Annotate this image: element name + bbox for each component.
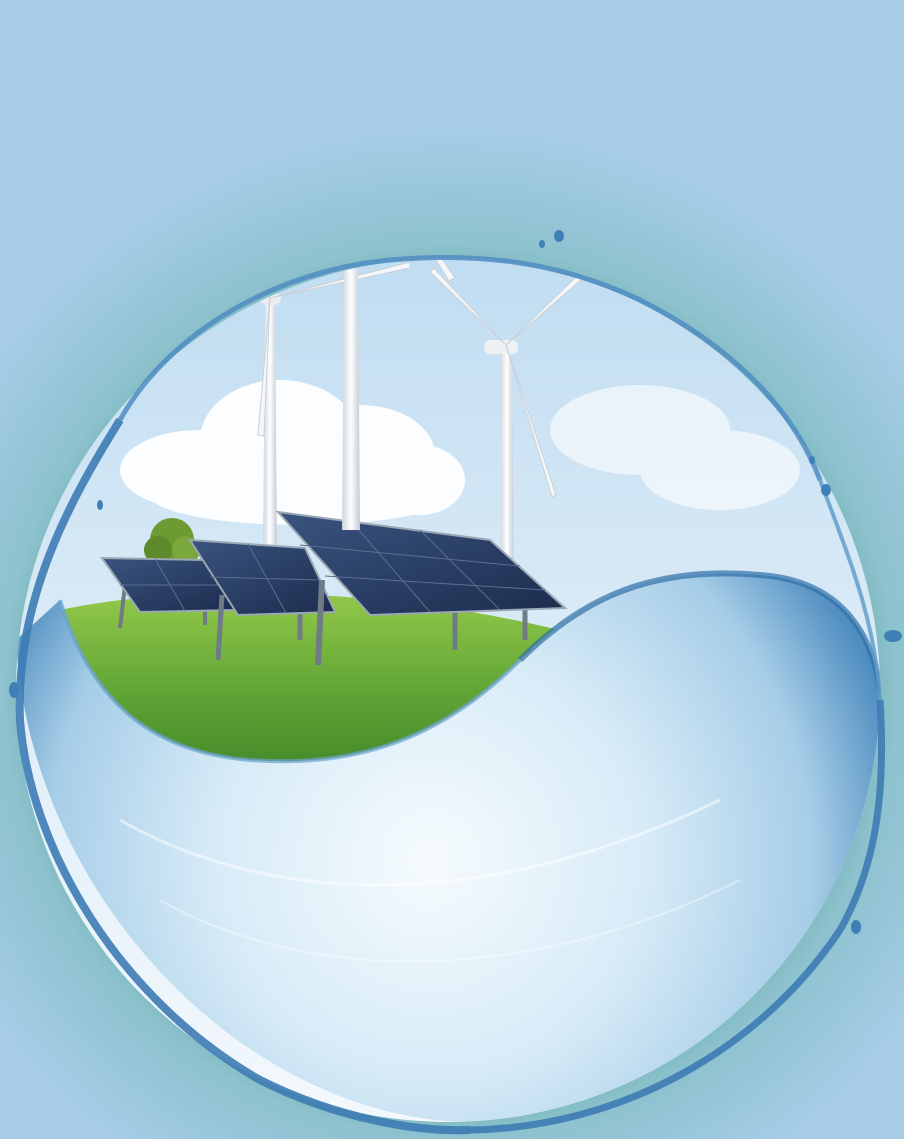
water-wave-inner-edge bbox=[58, 599, 522, 764]
water-wave bbox=[16, 573, 880, 1122]
water-drops bbox=[9, 230, 902, 934]
cloud-icon bbox=[550, 385, 800, 510]
water-drop-icon bbox=[809, 456, 815, 464]
water-splash-rim bbox=[15, 254, 886, 1135]
water-drop-icon bbox=[851, 920, 861, 934]
water-ripple bbox=[119, 798, 721, 887]
water-ripple bbox=[159, 879, 741, 963]
wind-turbine-icon bbox=[342, 258, 456, 530]
water-drop-icon bbox=[539, 240, 545, 248]
wind-turbine-icon bbox=[429, 267, 583, 610]
solar-panel-icon bbox=[275, 510, 568, 666]
water-drop-icon bbox=[821, 484, 831, 496]
solar-panel-icon bbox=[188, 538, 337, 661]
tree-icon bbox=[144, 518, 200, 575]
water-drop-icon bbox=[884, 630, 902, 642]
water-drop-icon bbox=[9, 682, 19, 698]
water-wave-crest bbox=[517, 570, 880, 691]
water-drop-icon bbox=[554, 230, 564, 242]
cloud-icon bbox=[120, 380, 465, 525]
water-drop-icon bbox=[97, 500, 103, 510]
